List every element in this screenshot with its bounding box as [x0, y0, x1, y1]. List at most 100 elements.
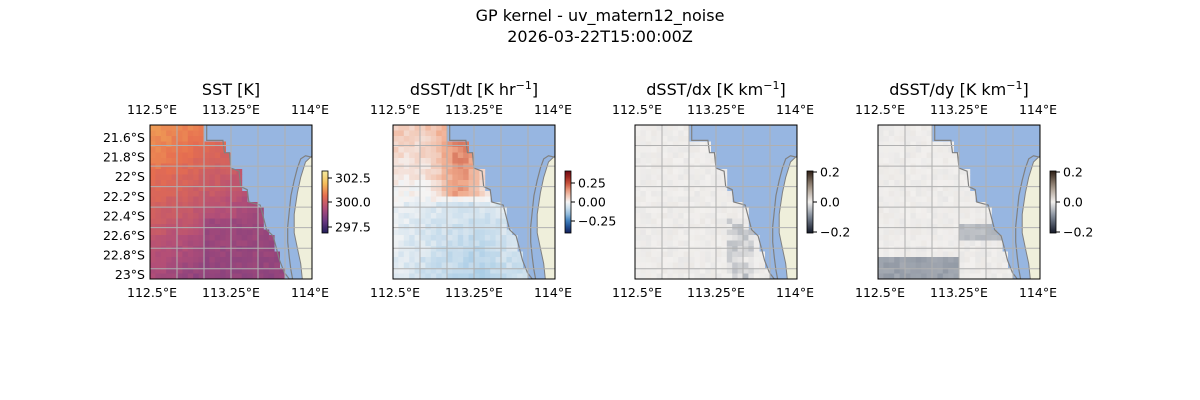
data-cell: [899, 251, 906, 258]
data-cell: [921, 136, 927, 142]
data-cell: [457, 246, 464, 252]
figure-suptitle: GP kernel - uv_matern12_noise: [475, 6, 725, 25]
data-cell: [899, 152, 906, 159]
data-cell: [177, 224, 183, 230]
data-cell: [640, 180, 647, 186]
data-cell: [160, 202, 167, 208]
data-cell: [932, 257, 938, 263]
data-cell: [926, 136, 933, 142]
data-cell: [710, 240, 717, 247]
data-cell: [694, 207, 701, 214]
data-cell: [220, 207, 226, 214]
data-cell: [726, 262, 733, 269]
data-cell: [1007, 273, 1014, 279]
lon-tick-label-bottom: 114°E: [534, 285, 572, 300]
data-cell: [403, 224, 410, 230]
data-cell: [651, 147, 657, 153]
data-cell: [177, 125, 183, 131]
data-cell: [640, 136, 647, 142]
data-cell: [980, 251, 987, 258]
data-cell: [753, 251, 760, 258]
data-cell: [501, 218, 507, 225]
data-cell: [258, 273, 264, 279]
data-cell: [214, 185, 221, 192]
data-cell: [474, 224, 480, 230]
data-cell: [160, 213, 167, 219]
data-cell: [975, 268, 981, 274]
data-cell: [894, 136, 900, 142]
data-cell: [932, 246, 938, 252]
data-cell: [737, 268, 744, 274]
data-cell: [231, 246, 237, 252]
data-cell: [436, 246, 442, 252]
data-cell: [155, 196, 162, 203]
data-cell: [474, 180, 480, 186]
data-cell: [490, 246, 496, 252]
data-cell: [651, 257, 657, 263]
data-cell: [193, 147, 199, 153]
coastline: [206, 125, 312, 279]
data-cell: [662, 213, 668, 219]
data-cell: [398, 185, 405, 192]
data-cell: [635, 169, 641, 175]
data-cell: [177, 191, 183, 197]
data-cell: [457, 202, 464, 208]
data-cell: [263, 229, 270, 236]
data-cell: [403, 202, 410, 208]
data-cell: [403, 246, 410, 252]
data-cell: [899, 240, 906, 247]
data-cell: [689, 147, 695, 153]
data-cell: [888, 196, 895, 203]
data-cell: [937, 235, 944, 241]
data-cell: [160, 174, 167, 181]
data-cell: [894, 185, 900, 192]
data-cell: [710, 251, 717, 258]
data-cell: [409, 213, 415, 219]
data-cell: [953, 174, 960, 181]
data-cell: [942, 202, 949, 208]
data-cell: [484, 251, 491, 258]
data-cell: [182, 207, 189, 214]
map-area: [635, 125, 797, 279]
data-cell: [710, 229, 717, 236]
data-cell: [667, 174, 674, 181]
data-cell: [430, 152, 437, 159]
data-cell: [640, 196, 647, 203]
data-cell: [959, 257, 965, 263]
data-cell: [258, 213, 264, 219]
data-cell: [921, 213, 927, 219]
data-cell: [150, 224, 156, 230]
data-cell: [457, 141, 464, 148]
data-cell: [905, 218, 911, 225]
data-cell: [177, 273, 183, 279]
data-cell: [252, 257, 259, 263]
lat-tick-label: 22.6°S: [103, 228, 145, 243]
data-cell: [878, 130, 884, 137]
data-cell: [198, 169, 205, 175]
data-cell: [474, 185, 480, 192]
data-cell: [225, 251, 232, 258]
data-cell: [710, 235, 717, 241]
data-cell: [905, 169, 911, 175]
data-cell: [490, 240, 496, 247]
data-cell: [635, 251, 641, 258]
data-cell: [980, 224, 987, 230]
data-cell: [474, 273, 480, 279]
data-cell: [651, 273, 657, 279]
data-cell: [468, 268, 475, 274]
data-cell: [398, 180, 405, 186]
data-cell: [252, 213, 259, 219]
data-cell: [214, 229, 221, 236]
data-cell: [959, 262, 965, 269]
data-cell: [231, 207, 237, 214]
data-cell: [635, 268, 641, 274]
data-cell: [430, 229, 437, 236]
data-cell: [926, 235, 933, 241]
data-cell: [726, 246, 733, 252]
data-cell: [441, 202, 448, 208]
data-cell: [640, 147, 647, 153]
lat-tick-label: 22°S: [115, 169, 145, 184]
lon-tick-label-bottom: 113.25°E: [202, 285, 260, 300]
data-cell: [204, 191, 210, 197]
data-cell: [166, 158, 172, 164]
